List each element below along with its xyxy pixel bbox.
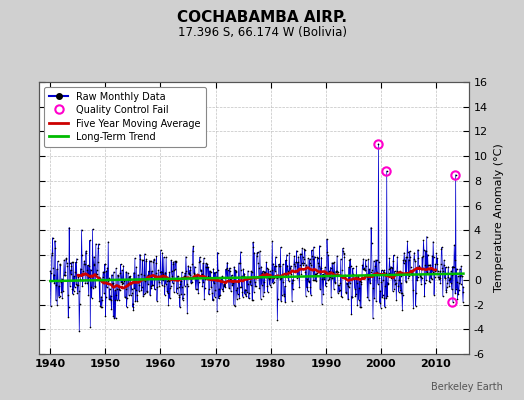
Legend: Raw Monthly Data, Quality Control Fail, Five Year Moving Average, Long-Term Tren: Raw Monthly Data, Quality Control Fail, … <box>44 87 205 147</box>
Y-axis label: Temperature Anomaly (°C): Temperature Anomaly (°C) <box>494 144 504 292</box>
Text: Berkeley Earth: Berkeley Earth <box>431 382 503 392</box>
Text: COCHABAMBA AIRP.: COCHABAMBA AIRP. <box>177 10 347 25</box>
Text: 17.396 S, 66.174 W (Bolivia): 17.396 S, 66.174 W (Bolivia) <box>178 26 346 39</box>
